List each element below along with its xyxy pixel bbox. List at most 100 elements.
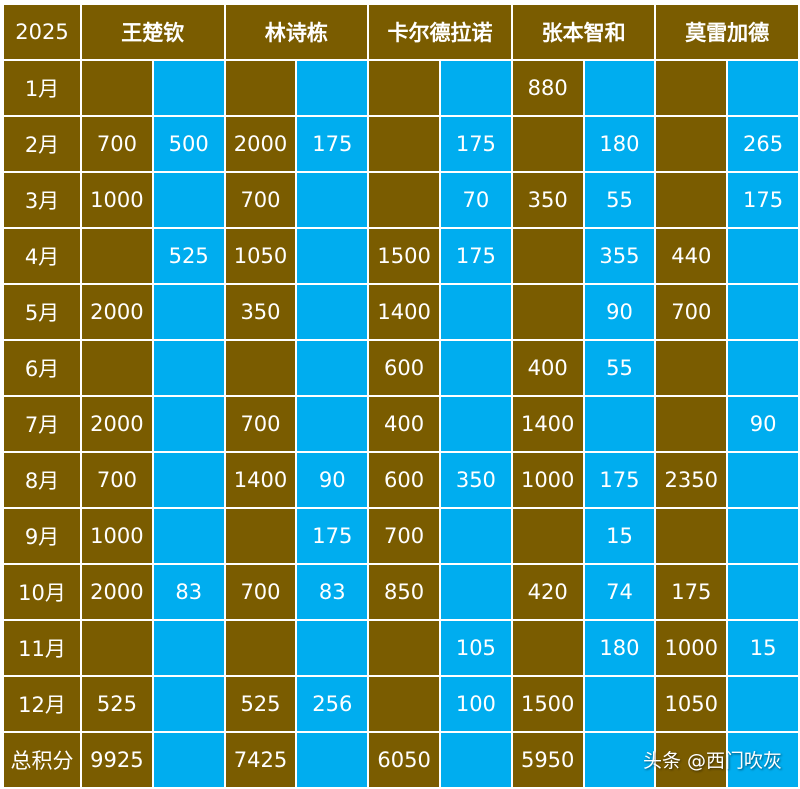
points-cell: 1500 (512, 677, 583, 731)
bonus-cell (153, 341, 224, 395)
bonus-cell (153, 733, 224, 787)
bonus-cell: 175 (440, 117, 511, 171)
bonus-cell (297, 341, 368, 395)
bonus-cell (584, 677, 655, 731)
bonus-cell: 55 (584, 173, 655, 227)
table-row: 2月 700 500 2000 175 175 180 265 (4, 117, 798, 171)
bonus-cell (440, 341, 511, 395)
points-cell: 525 (225, 677, 296, 731)
table-row: 7月 2000 700 400 1400 90 (4, 397, 798, 451)
table-row: 9月 1000 175 700 15 (4, 509, 798, 563)
bonus-cell (153, 61, 224, 115)
points-cell: 1000 (82, 509, 152, 563)
bonus-cell (584, 61, 655, 115)
points-cell: 525 (82, 677, 152, 731)
watermark: 头条 @西门吹灰 (642, 750, 782, 772)
points-cell: 440 (656, 229, 727, 283)
points-cell: 175 (656, 565, 727, 619)
points-cell (225, 509, 296, 563)
player-header: 莫雷加德 (656, 5, 798, 59)
bonus-cell (153, 677, 224, 731)
points-cell: 5950 (512, 733, 583, 787)
points-cell (369, 117, 439, 171)
table-row: 5月 2000 350 1400 90 700 (4, 285, 798, 339)
player-header: 王楚钦 (82, 5, 224, 59)
bonus-cell (440, 397, 511, 451)
points-cell (512, 285, 583, 339)
bonus-cell: 15 (728, 621, 798, 675)
bonus-cell (728, 509, 798, 563)
bonus-cell: 74 (584, 565, 655, 619)
table-row: 8月 700 1400 90 600 350 1000 175 2350 (4, 453, 798, 507)
points-cell: 1400 (512, 397, 583, 451)
row-label: 2月 (4, 117, 80, 171)
bonus-cell (297, 733, 368, 787)
table-row: 12月 525 525 256 100 1500 1050 (4, 677, 798, 731)
table-row: 6月 600 400 55 (4, 341, 798, 395)
points-cell: 400 (512, 341, 583, 395)
points-cell: 850 (369, 565, 439, 619)
bonus-cell (728, 341, 798, 395)
bonus-cell: 500 (153, 117, 224, 171)
points-cell: 1500 (369, 229, 439, 283)
bonus-cell (440, 565, 511, 619)
bonus-cell (153, 453, 224, 507)
bonus-cell (584, 733, 655, 787)
bonus-cell (584, 397, 655, 451)
bonus-cell: 15 (584, 509, 655, 563)
points-table: 2025 王楚钦 林诗栋 卡尔德拉诺 张本智和 莫雷加德 1月 880 2月 700 5… (2, 3, 800, 789)
row-label: 6月 (4, 341, 80, 395)
points-cell: 6050 (369, 733, 439, 787)
points-cell: 2350 (656, 453, 727, 507)
points-cell: 9925 (82, 733, 152, 787)
bonus-cell: 105 (440, 621, 511, 675)
points-cell: 2000 (82, 285, 152, 339)
row-label: 9月 (4, 509, 80, 563)
points-cell: 700 (369, 509, 439, 563)
points-cell: 2000 (225, 117, 296, 171)
points-cell (512, 117, 583, 171)
points-cell: 1400 (369, 285, 439, 339)
points-cell (82, 341, 152, 395)
points-cell: 2000 (82, 565, 152, 619)
bonus-cell (728, 733, 798, 787)
points-cell: 1050 (656, 677, 727, 731)
bonus-cell (297, 173, 368, 227)
table-row: 4月 525 1050 1500 175 355 440 (4, 229, 798, 283)
bonus-cell (153, 397, 224, 451)
bonus-cell (153, 621, 224, 675)
bonus-cell: 350 (440, 453, 511, 507)
player-header: 林诗栋 (225, 5, 368, 59)
bonus-cell (728, 229, 798, 283)
points-cell (656, 173, 727, 227)
points-cell (656, 397, 727, 451)
bonus-cell (297, 285, 368, 339)
bonus-cell: 175 (440, 229, 511, 283)
points-cell: 420 (512, 565, 583, 619)
points-cell: 700 (225, 565, 296, 619)
bonus-cell (153, 173, 224, 227)
bonus-cell: 90 (297, 453, 368, 507)
row-label: 11月 (4, 621, 80, 675)
table-row: 1月 880 (4, 61, 798, 115)
bonus-cell (440, 61, 511, 115)
points-cell: 700 (82, 117, 152, 171)
year-label: 2025 (4, 5, 80, 59)
points-cell: 1000 (512, 453, 583, 507)
bonus-cell (728, 565, 798, 619)
bonus-cell (440, 509, 511, 563)
points-cell (656, 61, 727, 115)
points-cell (82, 229, 152, 283)
bonus-cell (440, 285, 511, 339)
bonus-cell: 180 (584, 117, 655, 171)
bonus-cell: 175 (297, 509, 368, 563)
bonus-cell: 180 (584, 621, 655, 675)
bonus-cell (297, 61, 368, 115)
table-row: 11月 105 180 1000 15 (4, 621, 798, 675)
points-cell (656, 117, 727, 171)
points-cell: 2000 (82, 397, 152, 451)
bonus-cell (728, 677, 798, 731)
points-cell (656, 733, 727, 787)
points-cell (512, 229, 583, 283)
points-cell (512, 509, 583, 563)
